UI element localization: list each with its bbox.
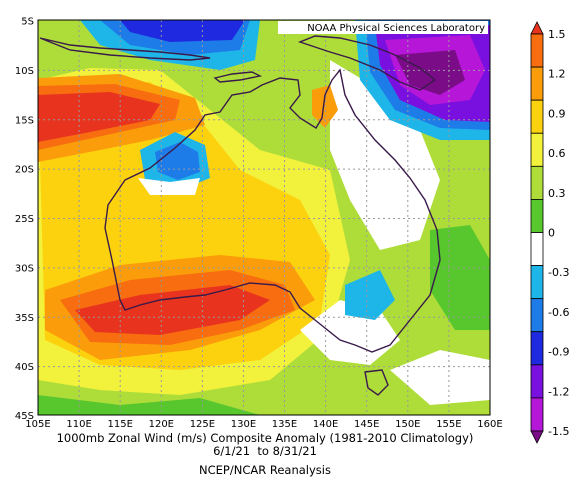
colorbar-segment xyxy=(530,132,544,167)
field-white-nw xyxy=(138,178,200,195)
tasmania-coastline xyxy=(364,369,389,396)
java-coastline xyxy=(39,37,211,61)
field-white-far-se xyxy=(390,350,490,405)
field-deepblue-top xyxy=(120,20,245,42)
colorbar-segment xyxy=(530,397,544,432)
lon-tick: 110E xyxy=(66,419,91,430)
colorbar-max-arrow xyxy=(530,21,544,35)
colorbar-label: -0.6 xyxy=(548,306,569,319)
lon-tick: 130E xyxy=(231,419,256,430)
colorbar-label: -1.5 xyxy=(548,425,569,438)
field-green-south xyxy=(38,395,260,415)
colorbar-label: 1.2 xyxy=(548,68,566,81)
lat-tick: 10S xyxy=(15,66,34,77)
lon-tick: 140E xyxy=(313,419,338,430)
colorbar-segment xyxy=(530,232,544,266)
lon-tick: 125E xyxy=(190,419,215,430)
lat-tick: 40S xyxy=(15,362,34,373)
caption-source: NCEP/NCAR Reanalysis xyxy=(199,463,331,477)
lon-tick: 135E xyxy=(272,419,297,430)
lat-tick: 35S xyxy=(15,313,34,324)
colorbar-segment xyxy=(530,99,544,134)
colorbar-label: 0.9 xyxy=(548,107,566,120)
lon-tick: 150E xyxy=(395,419,420,430)
lon-tick: 145E xyxy=(354,419,379,430)
grid-lines xyxy=(38,20,490,415)
colorbar-label: 0.6 xyxy=(548,147,566,160)
credit-box xyxy=(278,21,488,34)
lon-tick: 160E xyxy=(477,419,502,430)
colorbar-label: 0 xyxy=(548,227,555,240)
field-blue-nw xyxy=(155,142,200,180)
colorbar-label: -0.9 xyxy=(548,346,569,359)
lat-tick: 20S xyxy=(15,165,34,176)
credit-label: NOAA Physical Sciences Laboratory xyxy=(307,23,485,34)
anomaly-field xyxy=(38,20,490,415)
colorbar-segment xyxy=(530,298,544,333)
lon-tick: 115E xyxy=(107,419,132,430)
lon-tick: 155E xyxy=(436,419,461,430)
colorbar-segment xyxy=(530,199,544,233)
field-green-east xyxy=(430,225,490,330)
coastline xyxy=(39,35,441,396)
lat-tick: 45S xyxy=(15,411,34,422)
field-cyan-east xyxy=(345,270,395,320)
colorbar: 1.5 1.2 0.9 0.6 0.3 0 -0.3 -0.6 -0.9 -1.2 -1.5 xyxy=(530,21,569,444)
lat-tick: 5S xyxy=(21,17,34,28)
lat-axis: 5S 10S 15S 20S 25S 30S 35S 40S 45S xyxy=(15,17,34,423)
lat-tick: 25S xyxy=(15,214,34,225)
colorbar-segment xyxy=(530,33,544,68)
field-red-sw xyxy=(75,285,270,335)
caption-title: 1000mb Zonal Wind (m/s) Composite Anomal… xyxy=(56,431,474,445)
field-darkpurple-ne xyxy=(395,50,465,95)
lon-tick: 105E xyxy=(25,419,50,430)
colorbar-min-arrow xyxy=(530,430,544,444)
lat-tick: 30S xyxy=(15,263,34,274)
field-red-nw xyxy=(38,92,160,142)
colorbar-segment xyxy=(530,331,544,366)
colorbar-segment xyxy=(530,66,544,101)
colorbar-label: 0.3 xyxy=(548,187,566,200)
colorbar-label: -0.3 xyxy=(548,266,569,279)
lon-tick: 120E xyxy=(149,419,174,430)
caption-dates: 6/1/21 to 8/31/21 xyxy=(213,444,317,458)
field-orange-north xyxy=(312,85,338,128)
colorbar-label: -1.2 xyxy=(548,385,569,398)
timor-coastline xyxy=(213,71,263,83)
colorbar-segment xyxy=(530,265,544,300)
field-white-east xyxy=(330,60,440,250)
new-guinea-coastline xyxy=(297,35,437,91)
colorbar-segment xyxy=(530,364,544,399)
colorbar-segment xyxy=(530,165,544,200)
plot-frame xyxy=(37,19,491,416)
australia-coastline xyxy=(104,68,441,353)
colorbar-label: 1.5 xyxy=(548,28,566,41)
lat-tick: 15S xyxy=(15,115,34,126)
lon-axis: 105E 110E 115E 120E 125E 130E 135E 140E … xyxy=(25,419,502,430)
